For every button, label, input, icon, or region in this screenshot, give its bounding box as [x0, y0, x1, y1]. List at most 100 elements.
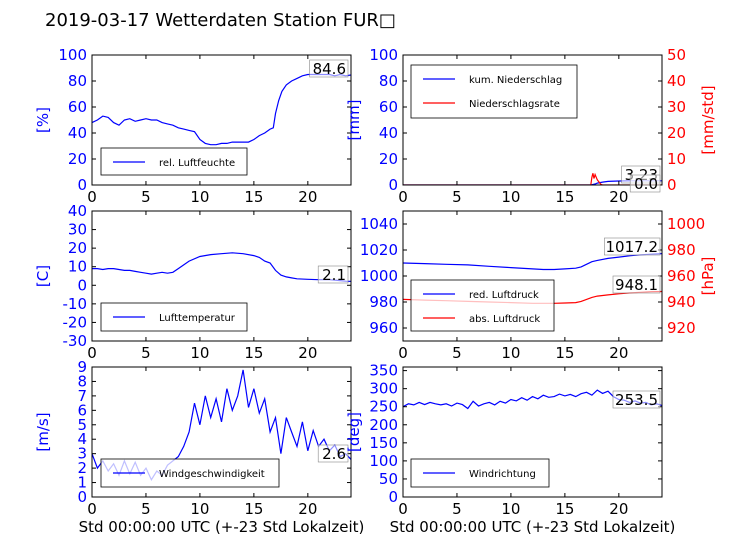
- x-tick-label: 20: [298, 344, 317, 362]
- legend-box: [411, 65, 577, 118]
- legend-label: rel. Luftfeuchte: [159, 158, 235, 169]
- x-tick-label: 10: [190, 188, 209, 206]
- x-axis-label: Std 00:00:00 UTC (+-23 Std Lokalzeit): [390, 518, 676, 536]
- x-tick-label: 20: [609, 344, 628, 362]
- y2-tick-label: 10: [667, 150, 686, 168]
- last-value-label: 2.6: [322, 445, 346, 463]
- last-value-label: 1017.2: [606, 238, 659, 256]
- y-tick-label: 250: [369, 398, 398, 416]
- legend: Windrichtung: [411, 459, 549, 487]
- legend-label: Lufttemperatur: [159, 313, 236, 324]
- series-line-1: [92, 253, 351, 282]
- y2-axis-label: [mm/std]: [699, 85, 717, 154]
- x-tick-label: 5: [141, 500, 151, 518]
- y-tick-label: 80: [379, 72, 398, 90]
- x-tick-label: 5: [452, 344, 462, 362]
- y-tick-label: 100: [369, 452, 398, 470]
- chart-precipitation: 0 5 10 15 20 0 20 40 60 80 100 0 10 20 30 40 50 [mm] [mm/s…: [345, 46, 717, 206]
- last-value-label: 84.6: [313, 60, 346, 78]
- x-tick-label: 0: [398, 188, 408, 206]
- x-tick-label: 10: [190, 500, 209, 518]
- legend: Windgeschwindigkeit: [101, 459, 279, 487]
- y-tick-label: 9: [77, 358, 87, 376]
- last-value-label: 2.1: [322, 266, 346, 284]
- y-tick-label: -10: [63, 295, 88, 313]
- series-group: [92, 253, 351, 282]
- y-tick-label: 980: [369, 293, 398, 311]
- y2-axis-label: [hPa]: [699, 257, 717, 296]
- y-tick-label: 40: [68, 124, 87, 142]
- y-tick-label: 20: [379, 150, 398, 168]
- chart-pressure: 0 5 10 15 2096098010001020104092094096098010…: [360, 211, 717, 362]
- x-tick-label: 15: [244, 500, 263, 518]
- legend-label: kum. Niederschlag: [469, 75, 562, 86]
- legend-label: Niederschlagsrate: [469, 99, 560, 110]
- x-tick-label: 0: [87, 188, 97, 206]
- y-tick-label: 350: [369, 362, 398, 380]
- y-tick-label: 100: [58, 46, 87, 64]
- last-value-label: 253.5: [615, 391, 658, 409]
- x-tick-label: 20: [609, 500, 628, 518]
- y2-tick-label: 0: [667, 176, 677, 194]
- x-tick-label: 15: [244, 344, 263, 362]
- y-tick-label: 200: [369, 416, 398, 434]
- x-tick-label: 15: [244, 188, 263, 206]
- y-tick-label: 1000: [360, 267, 398, 285]
- y-tick-label: 0: [77, 176, 87, 194]
- x-tick-label: 0: [398, 344, 408, 362]
- series-line-1: [92, 75, 351, 145]
- x-tick-label: 10: [501, 500, 520, 518]
- chart-humidity: 0 5 10 15 20 0 20 40 60 80 100 [%] rel. Luftfeuchte 8…: [34, 46, 351, 206]
- y2-tick-label: 940: [667, 293, 696, 311]
- y-tick-label: 0: [77, 276, 87, 294]
- chart-winddirection: 0 5 10 15 20050100150200250300350[deg]Std 00…: [345, 362, 675, 536]
- x-tick-label: 5: [452, 188, 462, 206]
- x-tick-label: 5: [141, 188, 151, 206]
- x-axis-label: Std 00:00:00 UTC (+-23 Std Lokalzeit): [79, 518, 365, 536]
- legend-label: Windrichtung: [469, 469, 536, 480]
- y2-tick-label: 40: [667, 72, 686, 90]
- legend: red. Luftdruck abs. Luftdruck: [411, 280, 554, 331]
- legend: rel. Luftfeuchte: [101, 148, 247, 175]
- weather-figure: 0 5 10 15 20020406080100[%]rel. Luftfeuchte8…: [0, 0, 736, 552]
- legend: kum. Niederschlag Niederschlagsrate: [411, 65, 577, 118]
- y-tick-label: 960: [369, 319, 398, 337]
- y-tick-label: 30: [68, 221, 87, 239]
- y2-tick-label: 20: [667, 124, 686, 142]
- y-axis-label: [mm]: [345, 100, 363, 141]
- y2-tick-label: 50: [667, 46, 686, 64]
- y2-tick-label: 960: [667, 267, 696, 285]
- y-tick-label: 10: [68, 258, 87, 276]
- x-tick-label: 20: [609, 188, 628, 206]
- y-tick-label: 20: [68, 239, 87, 257]
- y-tick-label: 60: [379, 98, 398, 116]
- legend-label: red. Luftdruck: [469, 290, 539, 301]
- y-tick-label: 60: [68, 98, 87, 116]
- y-tick-label: 1040: [360, 215, 398, 233]
- y-axis-label: [m/s]: [34, 412, 52, 451]
- last-value-label: 948.1: [615, 276, 658, 294]
- y-tick-label: 100: [369, 46, 398, 64]
- y-tick-label: -20: [63, 313, 88, 331]
- x-tick-label: 20: [298, 188, 317, 206]
- y2-tick-label: 980: [667, 241, 696, 259]
- y-tick-label: 50: [379, 470, 398, 488]
- y-tick-label: 40: [68, 202, 87, 220]
- y-axis-label: [C]: [34, 265, 52, 287]
- x-tick-label: 5: [141, 344, 151, 362]
- y-tick-label: 80: [68, 72, 87, 90]
- y2-tick-label: 30: [667, 98, 686, 116]
- y-tick-label: -30: [63, 332, 88, 350]
- x-tick-label: 0: [87, 344, 97, 362]
- x-tick-label: 15: [555, 344, 574, 362]
- x-tick-label: 15: [555, 188, 574, 206]
- y-tick-label: 20: [68, 150, 87, 168]
- last-value-label: 0.0: [634, 175, 658, 193]
- x-tick-label: 15: [555, 500, 574, 518]
- x-tick-label: 10: [501, 188, 520, 206]
- legend-label: abs. Luftdruck: [469, 314, 540, 325]
- y-tick-label: 40: [379, 124, 398, 142]
- chart-temperature: 0 5 10 15 20-30-20-10010203040[C]Lufttempera…: [34, 202, 351, 362]
- y2-tick-label: 920: [667, 319, 696, 337]
